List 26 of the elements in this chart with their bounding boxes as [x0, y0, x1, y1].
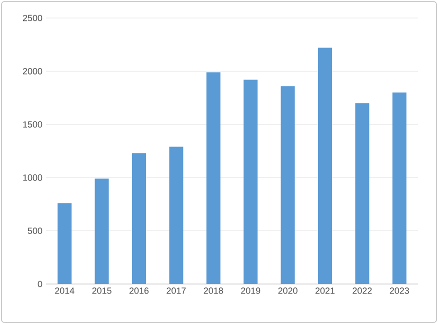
bar	[318, 48, 332, 284]
bar	[355, 103, 370, 284]
y-tick-label: 0	[38, 280, 42, 288]
y-tick-label: 2000	[22, 68, 42, 74]
x-tick-label: 2016	[129, 288, 149, 294]
x-tick-label: 2020	[278, 288, 298, 294]
bar	[244, 80, 258, 284]
y-tick-label: 2500	[22, 14, 42, 22]
x-tick-label: 2021	[315, 288, 335, 294]
x-tick-label: 2023	[390, 288, 409, 294]
bar	[94, 178, 109, 284]
x-tick-label: 2014	[55, 288, 74, 294]
bar	[392, 92, 406, 284]
bar	[280, 86, 295, 284]
x-tick-label: 2018	[204, 288, 223, 294]
x-tick-label: 2019	[241, 288, 260, 294]
x-tick-label: 2017	[166, 288, 186, 294]
bar	[206, 72, 220, 284]
x-tick-label: 2022	[352, 288, 372, 294]
y-tick-label: 500	[28, 228, 42, 234]
y-tick-label: 1000	[23, 174, 42, 181]
x-tick-label: 2015	[92, 288, 112, 294]
bar	[132, 153, 146, 284]
bar	[169, 146, 184, 284]
bar	[58, 203, 72, 284]
y-tick-label: 1500	[23, 121, 42, 128]
